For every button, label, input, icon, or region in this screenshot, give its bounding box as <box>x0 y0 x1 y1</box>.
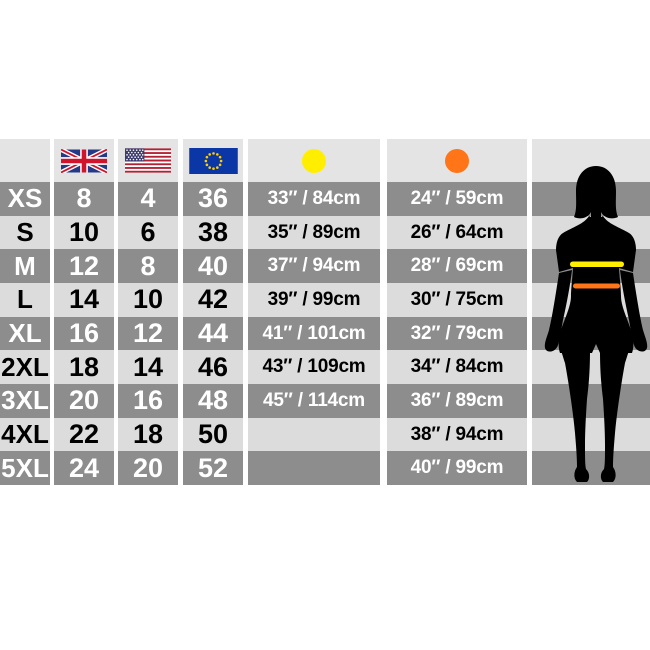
size-cell: L <box>0 283 50 317</box>
figure-left-leg <box>561 351 590 482</box>
us-cell: 6 <box>118 215 178 250</box>
table-body: XS 8 4 36 33″ / 84cm 24″ / 59cm S 10 6 38 35″ / 89… <box>0 182 650 486</box>
uk-cell: 24 <box>54 451 114 486</box>
waist-column-header <box>387 139 527 182</box>
table-row-2xl: 2XL 18 14 46 43″ / 109cm 34″ / 84cm <box>0 350 650 385</box>
waist-cell: 36″ / 89cm <box>387 384 527 418</box>
waist-cell: 30″ / 75cm <box>387 283 527 317</box>
waist-cell: 24″ / 59cm <box>387 182 527 216</box>
bust-cell <box>248 451 380 486</box>
eu-cell: 52 <box>183 451 243 486</box>
waist-cell: 40″ / 99cm <box>387 451 527 486</box>
uk-cell: 20 <box>54 384 114 418</box>
size-cell: XL <box>0 316 50 351</box>
eu-cell: 42 <box>183 283 243 317</box>
us-cell: 10 <box>118 283 178 317</box>
size-cell: 2XL <box>0 350 50 385</box>
eu-flag-icon <box>188 147 238 174</box>
table-row-s: S 10 6 38 35″ / 89cm 26″ / 64cm <box>0 215 650 250</box>
size-cell: 3XL <box>0 384 50 418</box>
uk-cell: 12 <box>54 249 114 284</box>
us-cell: 8 <box>118 249 178 284</box>
bust-cell: 39″ / 99cm <box>248 283 380 317</box>
us-flag-icon <box>125 148 171 173</box>
us-cell: 18 <box>118 417 178 452</box>
size-cell: 4XL <box>0 417 50 452</box>
us-cell: 4 <box>118 182 178 216</box>
uk-flag-icon <box>61 148 107 173</box>
figure-stripe <box>532 451 650 486</box>
bust-cell: 37″ / 94cm <box>248 249 380 284</box>
figure-right-leg <box>600 351 629 482</box>
bust-cell <box>248 417 380 452</box>
figure-stripe <box>532 350 650 385</box>
size-cell: S <box>0 215 50 250</box>
us-cell: 12 <box>118 316 178 351</box>
us-cell: 20 <box>118 451 178 486</box>
eu-cell: 48 <box>183 384 243 418</box>
size-cell: XS <box>0 182 50 216</box>
uk-cell: 8 <box>54 182 114 216</box>
waist-cell: 28″ / 69cm <box>387 249 527 284</box>
us-cell: 14 <box>118 350 178 385</box>
bust-column-header <box>248 139 380 182</box>
eu-column-header <box>183 139 243 182</box>
uk-cell: 18 <box>54 350 114 385</box>
waist-cell: 38″ / 94cm <box>387 417 527 452</box>
table-row-5xl: 5XL 24 20 52 40″ / 99cm <box>0 451 650 486</box>
bust-line <box>570 261 624 267</box>
eu-cell: 40 <box>183 249 243 284</box>
waist-line <box>573 283 620 289</box>
us-column-header <box>118 139 178 182</box>
figure-stripe <box>532 417 650 452</box>
table-row-xs: XS 8 4 36 33″ / 84cm 24″ / 59cm <box>0 182 650 216</box>
eu-cell: 38 <box>183 215 243 250</box>
uk-cell: 22 <box>54 417 114 452</box>
bust-cell: 33″ / 84cm <box>248 182 380 216</box>
uk-cell: 10 <box>54 215 114 250</box>
table-row-4xl: 4XL 22 18 50 38″ / 94cm <box>0 417 650 452</box>
figure-hair <box>574 166 618 220</box>
female-figure-silhouette <box>544 166 648 482</box>
table-row-m: M 12 8 40 37″ / 94cm 28″ / 69cm <box>0 249 650 284</box>
figure-stripe <box>532 384 650 418</box>
size-column-header <box>0 139 50 182</box>
eu-cell: 50 <box>183 417 243 452</box>
eu-cell: 46 <box>183 350 243 385</box>
waist-cell: 34″ / 84cm <box>387 350 527 385</box>
uk-cell: 14 <box>54 283 114 317</box>
figure-left-arm <box>544 270 572 352</box>
bust-dot <box>302 148 326 173</box>
waist-cell: 26″ / 64cm <box>387 215 527 250</box>
figure-right-arm <box>620 270 648 352</box>
table-row-xl: XL 16 12 44 41″ / 101cm 32″ / 79cm <box>0 316 650 351</box>
waist-dot <box>445 148 469 173</box>
eu-cell: 44 <box>183 316 243 351</box>
figure-column <box>532 139 650 486</box>
table-row-l: L 14 10 42 39″ / 99cm 30″ / 75cm <box>0 283 650 317</box>
bust-cell: 35″ / 89cm <box>248 215 380 250</box>
table-row-3xl: 3XL 20 16 48 45″ / 114cm 36″ / 89cm <box>0 384 650 418</box>
size-chart-table: XS 8 4 36 33″ / 84cm 24″ / 59cm S 10 6 38 35″ / 89… <box>0 139 650 486</box>
eu-cell: 36 <box>183 182 243 216</box>
size-cell: 5XL <box>0 451 50 486</box>
uk-column-header <box>54 139 114 182</box>
bust-cell: 45″ / 114cm <box>248 384 380 418</box>
table-header <box>0 139 650 182</box>
bust-cell: 43″ / 109cm <box>248 350 380 385</box>
uk-cell: 16 <box>54 316 114 351</box>
bust-cell: 41″ / 101cm <box>248 316 380 351</box>
waist-cell: 32″ / 79cm <box>387 316 527 351</box>
us-cell: 16 <box>118 384 178 418</box>
size-cell: M <box>0 249 50 284</box>
